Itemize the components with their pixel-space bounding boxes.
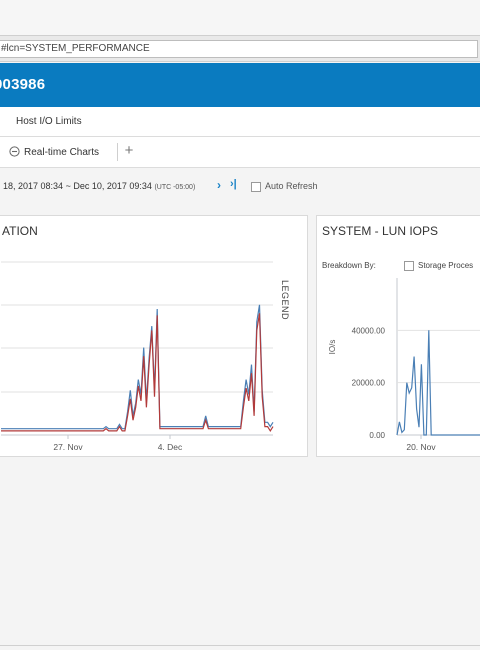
y-tick-label: 20000.00 <box>352 379 386 388</box>
y-tick-label: 40000.00 <box>352 326 386 335</box>
x-tick-label: 27. Nov <box>53 442 83 452</box>
x-tick-label: 20. Nov <box>406 442 436 452</box>
auto-refresh-label: Auto Refresh <box>265 181 318 191</box>
sub-navigation: Host I/O Limits <box>0 107 480 137</box>
toolbar-divider <box>117 143 118 161</box>
utilization-chart-card: ATION 27. Nov 4. Dec LEGEND <box>0 215 308 457</box>
breakdown-label: Breakdown By: <box>322 261 376 270</box>
storage-processor-label: Storage Proces <box>418 261 474 270</box>
last-range-icon[interactable]: ›| <box>230 178 237 190</box>
bottom-divider <box>0 645 480 646</box>
range-timezone: (UTC -05:00) <box>154 184 196 191</box>
range-separator: ~ <box>65 181 71 191</box>
series-line-0 <box>396 330 480 436</box>
realtime-charts-tab[interactable]: Real-time Charts <box>24 147 100 158</box>
tab-host-io-limits[interactable]: Host I/O Limits <box>16 116 82 127</box>
x-tick-label: 4. Dec <box>158 442 183 452</box>
time-range-bar: 18, 2017 08:34 ~ Dec 10, 2017 09:34 (UTC… <box>0 168 480 208</box>
browser-top-strip <box>0 0 480 36</box>
chart-title: SYSTEM - LUN IOPS <box>322 224 439 238</box>
chart-title: ATION <box>2 224 38 238</box>
y-axis-label: IO/s <box>328 340 337 355</box>
legend-toggle[interactable]: LEGEND <box>280 280 290 321</box>
series-line-1 <box>1 313 274 433</box>
chart-toolbar: Real-time Charts + <box>0 137 480 168</box>
next-range-icon[interactable]: › <box>217 178 221 192</box>
range-end: Dec 10, 2017 09:34 <box>73 181 152 191</box>
lun-iops-chart: 40000.00 20000.00 0.00 IO/s 20. Nov <box>328 278 480 452</box>
auto-refresh-checkbox[interactable] <box>251 182 261 192</box>
lun-iops-chart-card: SYSTEM - LUN IOPS Breakdown By: Storage … <box>316 215 480 457</box>
utilization-chart: 27. Nov 4. Dec <box>1 261 274 452</box>
realtime-minus-icon[interactable] <box>9 146 20 157</box>
system-banner: 003986 <box>0 63 480 107</box>
add-chart-button[interactable]: + <box>124 142 134 159</box>
system-name-title: 003986 <box>0 76 46 93</box>
y-tick-label: 0.00 <box>369 431 385 440</box>
url-field[interactable]: #lcn=SYSTEM_PERFORMANCE <box>0 40 478 58</box>
address-bar: #lcn=SYSTEM_PERFORMANCE <box>0 36 480 62</box>
range-start: 18, 2017 08:34 <box>3 181 64 191</box>
series-line-0 <box>1 304 274 430</box>
storage-processor-checkbox[interactable] <box>404 261 414 271</box>
time-range-text: 18, 2017 08:34 ~ Dec 10, 2017 09:34 (UTC… <box>3 181 195 191</box>
